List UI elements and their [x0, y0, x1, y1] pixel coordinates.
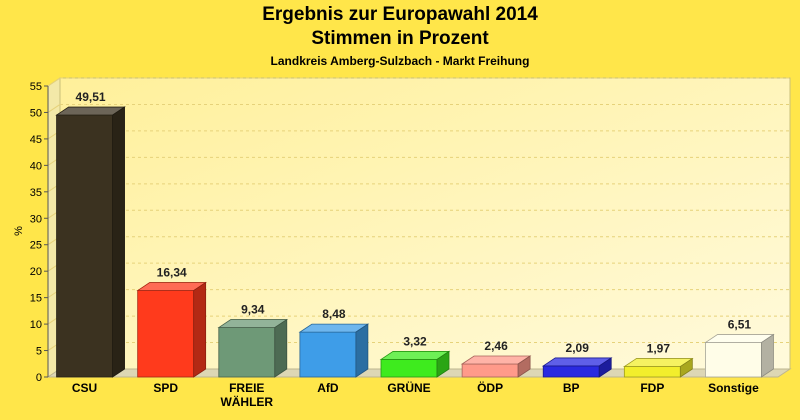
x-tick-label: AfD: [317, 381, 339, 395]
data-label: 8,48: [322, 307, 346, 321]
bar-front: [705, 342, 762, 378]
y-tick-label: 50: [30, 107, 42, 119]
bar-afd: 8,48: [298, 307, 370, 378]
bar-front: [56, 114, 113, 378]
bar-front: [137, 290, 195, 378]
bar-sonstige: 6,51: [704, 318, 775, 378]
x-tick-label: WÄHLER: [220, 394, 273, 409]
data-label: 2,09: [566, 341, 590, 355]
x-tick-label: ÖDP: [477, 380, 503, 395]
y-tick-label: 55: [30, 81, 42, 93]
bar-front: [218, 327, 276, 378]
x-tick-label: Sonstige: [708, 381, 759, 395]
bar-spd: 16,34: [136, 266, 207, 378]
bar-side: [355, 323, 369, 378]
bars: 49,51 16,34 9,34 8,48 3,32 2,46 2,09 1,97 6,51: [55, 90, 775, 378]
x-tick-label: CSU: [72, 381, 97, 395]
x-tick-label: FDP: [640, 381, 664, 395]
y-tick-label: 0: [36, 372, 42, 384]
y-tick-label: 5: [36, 346, 42, 358]
grid-line-side: [47, 104, 61, 113]
bar-side: [274, 318, 288, 378]
x-tick-label: BP: [563, 381, 580, 395]
y-tick-label: 25: [30, 240, 42, 252]
bar-fdp: 1,97: [623, 342, 694, 378]
bar-front: [623, 366, 681, 378]
bar-front: [299, 331, 357, 378]
x-tick-label: SPD: [153, 381, 178, 395]
y-tick-label: 35: [30, 187, 42, 199]
y-tick-label: 45: [30, 134, 42, 146]
y-tick-label: 15: [30, 293, 42, 305]
bar-side: [679, 357, 693, 378]
bar-csu: 49,51: [55, 90, 126, 378]
bar-front: [542, 365, 600, 378]
chart-subtitle: Stimmen in Prozent: [311, 28, 489, 49]
chart-title: Ergebnis zur Europawahl 2014: [262, 4, 538, 25]
x-tick-label: GRÜNE: [387, 380, 430, 395]
grid-line-side: [47, 77, 61, 87]
data-label: 3,32: [403, 334, 427, 348]
bar-side: [598, 357, 612, 378]
bar-front: [461, 363, 519, 378]
bar-ödp: 2,46: [460, 339, 532, 378]
data-label: 6,51: [728, 318, 752, 332]
bar-grüne: 3,32: [379, 334, 451, 378]
chart-subtitle-region: Landkreis Amberg-Sulzbach - Markt Freihu…: [270, 54, 530, 68]
bar-side: [193, 281, 207, 378]
bar-front: [380, 359, 438, 378]
data-label: 16,34: [157, 266, 187, 280]
y-axis-label: %: [13, 226, 25, 236]
data-label: 1,97: [647, 342, 671, 356]
bar-side: [436, 350, 450, 378]
bar-side: [112, 106, 125, 378]
bar-freie-wähler: 9,34: [217, 303, 289, 378]
bar-bp: 2,09: [541, 341, 613, 378]
bar-side: [761, 333, 774, 378]
data-label: 2,46: [484, 339, 508, 353]
y-axis: 0 5 10 15 20 25 30 35 40 45 50 55: [30, 81, 49, 384]
y-tick-label: 40: [30, 160, 42, 172]
y-tick-label: 30: [30, 213, 42, 225]
data-label: 9,34: [241, 303, 265, 317]
y-tick-label: 10: [30, 319, 42, 331]
y-tick-label: 20: [30, 266, 42, 278]
x-tick-label: FREIE: [229, 381, 264, 395]
data-label: 49,51: [76, 90, 106, 104]
bar-side: [517, 355, 531, 378]
